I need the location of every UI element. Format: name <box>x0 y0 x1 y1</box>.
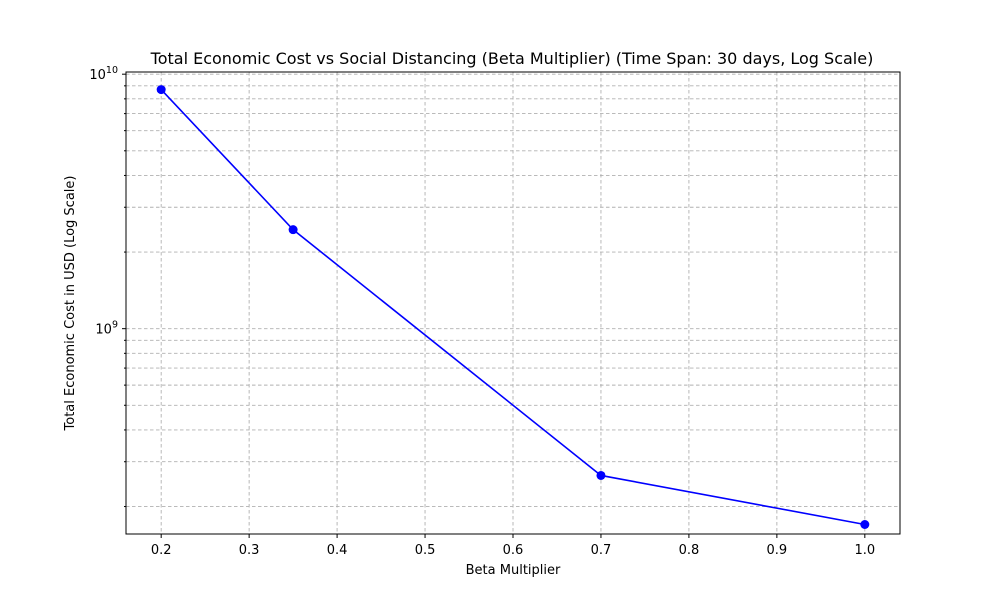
data-point <box>596 470 606 480</box>
chart-title: Total Economic Cost vs Social Distancing… <box>150 49 874 68</box>
x-tick-label: 0.4 <box>327 543 348 558</box>
data-point <box>288 225 298 235</box>
y-tick-label: 109 <box>95 320 118 338</box>
x-tick-label: 0.2 <box>151 543 172 558</box>
x-tick-label: 0.7 <box>591 543 612 558</box>
x-tick-label: 0.8 <box>679 543 700 558</box>
series-line <box>160 89 865 526</box>
data-point <box>860 520 870 530</box>
x-tick-label: 0.6 <box>503 543 524 558</box>
x-axis-ticks: 0.2 0.3 0.4 0.5 0.6 0.7 0.8 0.9 1.0 <box>151 534 875 558</box>
x-tick-label: 1.0 <box>854 543 875 558</box>
data-series <box>156 85 870 530</box>
x-axis-label: Beta Multiplier <box>466 563 561 578</box>
y-axis-ticks: 109 1010 <box>89 65 126 508</box>
y-axis-label: Total Economic Cost in USD (Log Scale) <box>63 176 78 432</box>
x-tick-label: 0.5 <box>415 543 436 558</box>
data-point <box>156 85 166 95</box>
y-tick-label: 1010 <box>89 65 118 83</box>
x-tick-label: 0.3 <box>239 543 260 558</box>
x-tick-label: 0.9 <box>767 543 788 558</box>
grid-lines <box>126 72 900 534</box>
plot-frame <box>125 71 901 535</box>
